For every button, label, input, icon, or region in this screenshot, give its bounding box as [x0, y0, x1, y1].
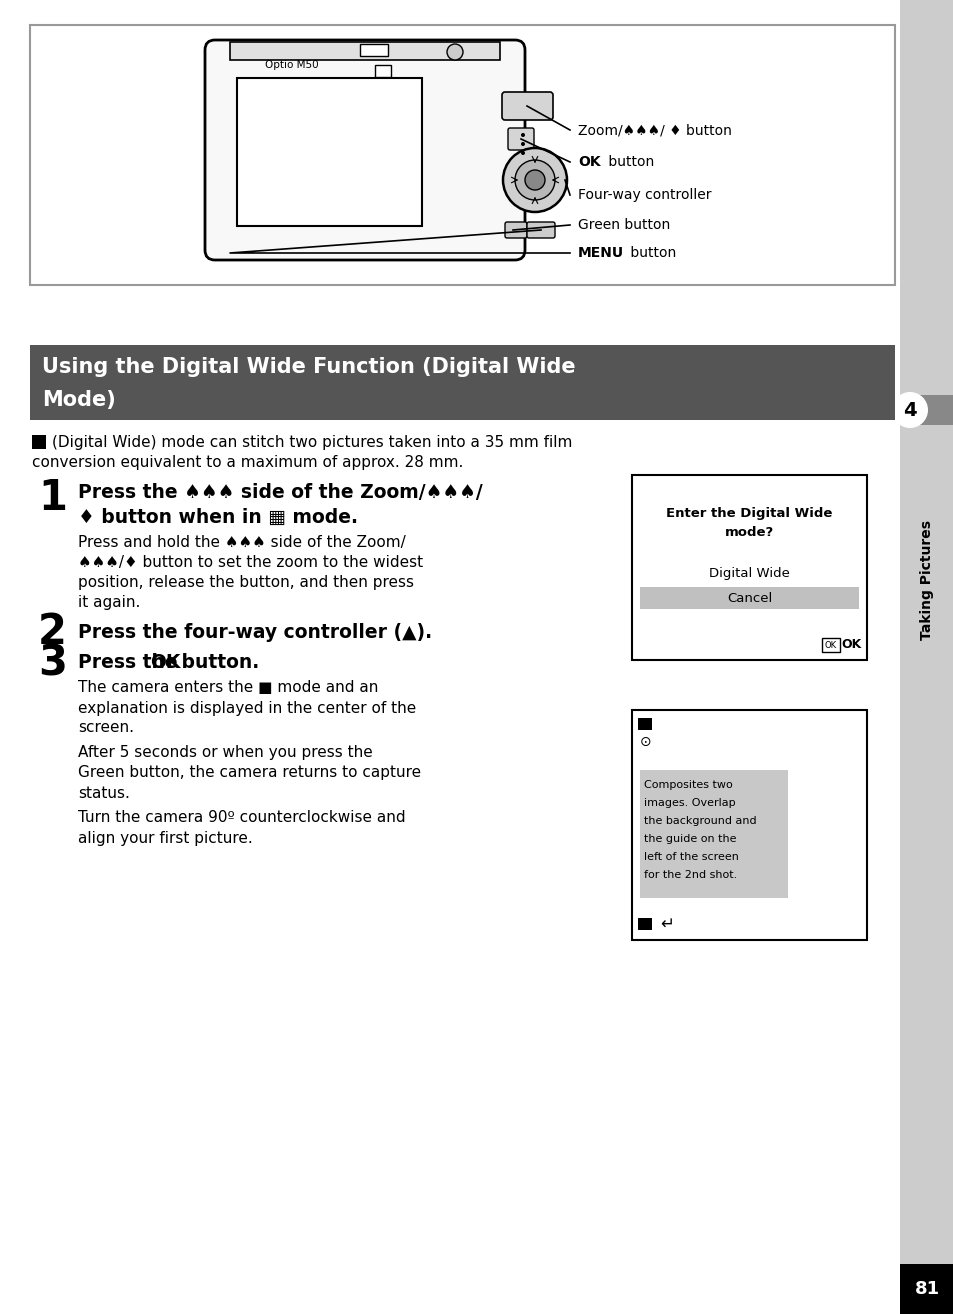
Circle shape [515, 160, 555, 200]
Text: for the 2nd shot.: for the 2nd shot. [643, 870, 737, 880]
Text: the background and: the background and [643, 816, 756, 827]
Text: status.: status. [78, 786, 130, 800]
Bar [638, 918, 651, 930]
FancyBboxPatch shape [501, 92, 553, 120]
Bar [638, 717, 651, 731]
Text: button: button [625, 246, 676, 260]
Text: Cancel: Cancel [726, 591, 771, 604]
Text: 3: 3 [38, 643, 67, 685]
Bar [639, 587, 858, 608]
Text: Taking Pictures: Taking Pictures [919, 520, 933, 640]
Text: Green button, the camera returns to capture: Green button, the camera returns to capt… [78, 766, 420, 781]
Text: left of the screen: left of the screen [643, 851, 739, 862]
Text: Using the Digital Wide Function (Digital Wide: Using the Digital Wide Function (Digital… [42, 357, 575, 377]
Circle shape [520, 133, 524, 137]
Circle shape [891, 392, 927, 428]
Circle shape [502, 148, 566, 212]
FancyBboxPatch shape [504, 222, 526, 238]
Text: it again.: it again. [78, 594, 140, 610]
Text: Composites two: Composites two [643, 781, 732, 790]
Text: Zoom/♠♠♠/ ♦ button: Zoom/♠♠♠/ ♦ button [578, 124, 731, 137]
Text: Green button: Green button [578, 218, 670, 233]
Text: images. Overlap: images. Overlap [643, 798, 735, 808]
FancyBboxPatch shape [526, 222, 555, 238]
Circle shape [524, 170, 544, 191]
Text: 1: 1 [38, 477, 67, 519]
Text: ↵: ↵ [659, 915, 673, 933]
Text: OK: OK [578, 155, 600, 170]
Bar [375, 64, 391, 78]
Bar [359, 43, 388, 57]
Text: screen.: screen. [78, 720, 133, 736]
FancyBboxPatch shape [507, 127, 534, 150]
Text: ♠♠♠/♦ button to set the zoom to the widest: ♠♠♠/♦ button to set the zoom to the wide… [78, 555, 423, 569]
Bar [30, 346, 894, 420]
Text: Press the ♠♠♠ side of the Zoom/♠♠♠/: Press the ♠♠♠ side of the Zoom/♠♠♠/ [78, 484, 482, 502]
Text: Mode): Mode) [42, 390, 115, 410]
Bar [631, 474, 866, 660]
Text: button: button [603, 155, 654, 170]
Text: OK: OK [824, 640, 836, 649]
Text: Enter the Digital Wide: Enter the Digital Wide [665, 506, 832, 519]
Text: mode?: mode? [724, 527, 773, 540]
Text: button.: button. [174, 653, 259, 673]
Circle shape [520, 142, 524, 146]
Text: Digital Wide: Digital Wide [708, 566, 789, 579]
Bar [230, 42, 499, 60]
Text: The camera enters the ■ mode and an: The camera enters the ■ mode and an [78, 681, 378, 695]
Text: After 5 seconds or when you press the: After 5 seconds or when you press the [78, 745, 373, 761]
Text: the guide on the: the guide on the [643, 834, 736, 844]
Text: MENU: MENU [578, 246, 623, 260]
Text: Optio M50: Optio M50 [265, 60, 318, 70]
Text: 2: 2 [38, 611, 67, 653]
Circle shape [447, 43, 462, 60]
Text: align your first picture.: align your first picture. [78, 830, 253, 845]
Text: 4: 4 [902, 401, 916, 419]
Text: OK: OK [841, 639, 862, 652]
Text: Turn the camera 90º counterclockwise and: Turn the camera 90º counterclockwise and [78, 811, 405, 825]
Bar [899, 0, 953, 1314]
Bar [32, 435, 46, 449]
Text: Press and hold the ♠♠♠ side of the Zoom/: Press and hold the ♠♠♠ side of the Zoom/ [78, 535, 405, 549]
Text: explanation is displayed in the center of the: explanation is displayed in the center o… [78, 700, 416, 716]
Bar [236, 78, 421, 226]
Bar [821, 639, 840, 652]
Text: ⊙: ⊙ [639, 735, 651, 749]
Text: OK: OK [150, 653, 180, 673]
Text: ♦ button when in ▦ mode.: ♦ button when in ▦ mode. [78, 507, 357, 527]
Bar [639, 770, 787, 897]
Bar [899, 396, 953, 424]
Text: Press the four-way controller (▲).: Press the four-way controller (▲). [78, 623, 432, 641]
Text: 81: 81 [914, 1280, 939, 1298]
Circle shape [520, 151, 524, 155]
Bar [631, 710, 866, 940]
Text: position, release the button, and then press: position, release the button, and then p… [78, 574, 414, 590]
Text: (Digital Wide) mode can stitch two pictures taken into a 35 mm film: (Digital Wide) mode can stitch two pictu… [52, 435, 572, 449]
Text: Four-way controller: Four-way controller [578, 188, 711, 202]
Text: Press the: Press the [78, 653, 184, 673]
FancyBboxPatch shape [205, 39, 524, 260]
Bar [899, 1264, 953, 1314]
Text: conversion equivalent to a maximum of approx. 28 mm.: conversion equivalent to a maximum of ap… [32, 455, 463, 469]
Bar [30, 25, 894, 285]
